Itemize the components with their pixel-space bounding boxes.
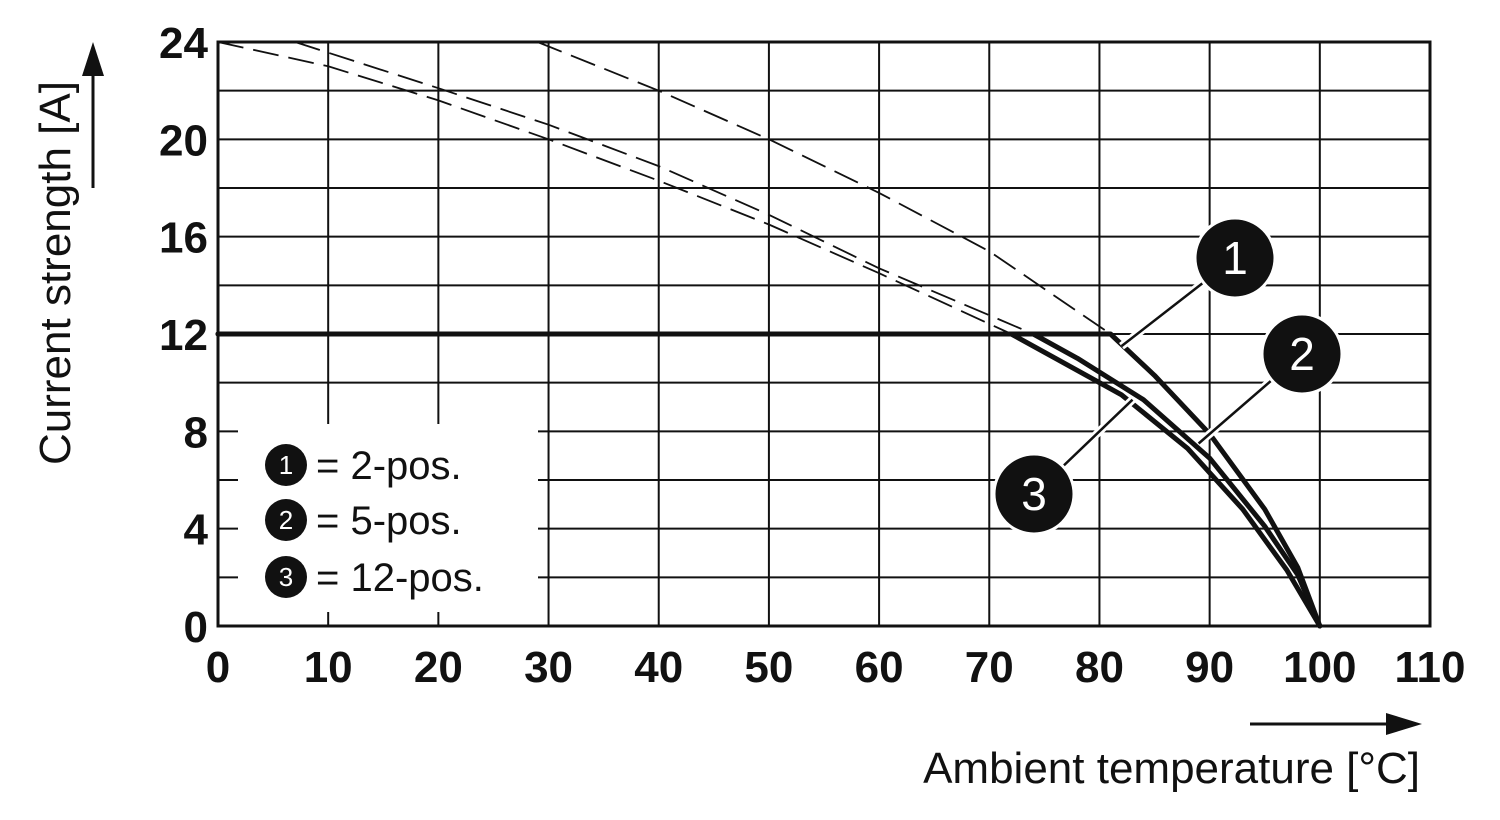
x-axis-label-group: Ambient temperature [°C] [923,713,1422,793]
marker-circle-3 [992,452,1076,536]
dashed-curves [217,41,1112,335]
legend-label-2: = 5-pos. [316,499,462,543]
marker-circle-1 [1193,216,1277,300]
marker-label-1: 1 [1222,232,1248,284]
y-tick-8: 8 [184,408,208,457]
x-tick-10: 10 [304,643,353,692]
dashed-curve-1 [537,41,1112,335]
curve-markers: 12 3 [992,216,1344,536]
dashed-curve-3 [217,41,1012,335]
y-tick-12: 12 [159,311,208,360]
x-tick-110: 110 [1395,643,1466,692]
x-axis-ticks: 0 10 20 30 40 50 60 70 80 90 100 110 [206,643,1466,692]
solid-curve-3 [215,331,1323,629]
legend-label-3: = 12-pos. [316,556,484,600]
legend-label-1: = 2-pos. [316,444,462,488]
y-axis-label: Current strength [A] [31,81,80,465]
grid [216,40,1432,628]
x-tick-90: 90 [1185,643,1234,692]
x-tick-30: 30 [524,643,573,692]
x-axis-label: Ambient temperature [°C] [923,744,1420,793]
legend-entry-1: 1 = 2-pos. [265,444,462,488]
y-tick-0: 0 [184,603,208,652]
x-axis-arrow-head [1386,713,1422,735]
y-axis-ticks: 0 4 8 12 16 20 24 [159,19,208,652]
legend-marker-label-1: 1 [279,450,293,480]
legend-marker-3 [265,556,307,598]
y-tick-24: 24 [159,19,208,68]
marker-label-2: 2 [1289,328,1315,380]
y-tick-20: 20 [159,116,208,165]
y-axis-arrow-head [82,42,104,76]
legend-marker-1 [265,444,307,486]
legend-entry-3: 3 = 12-pos. [265,556,484,600]
marker-circle-2 [1260,312,1344,396]
x-tick-40: 40 [634,643,683,692]
x-tick-0: 0 [206,643,230,692]
x-tick-100: 100 [1283,643,1356,692]
x-tick-70: 70 [965,643,1014,692]
x-tick-60: 60 [855,643,904,692]
y-tick-16: 16 [159,214,208,263]
solid-curve-2 [215,331,1323,629]
x-tick-80: 80 [1075,643,1124,692]
y-axis-label-group: Current strength [A] [31,42,104,465]
x-tick-50: 50 [744,643,793,692]
legend-marker-label-3: 3 [279,562,293,592]
marker-label-3: 3 [1021,468,1047,520]
x-tick-20: 20 [414,643,463,692]
y-tick-4: 4 [184,506,209,555]
legend-entry-2: 2 = 5-pos. [265,499,462,543]
legend-marker-label-2: 2 [279,505,293,535]
legend-marker-2 [265,499,307,541]
legend: 1 = 2-pos. 2 = 5-pos. 3 = 12-pos. [238,424,538,612]
dashed-curve-2 [294,41,1034,335]
